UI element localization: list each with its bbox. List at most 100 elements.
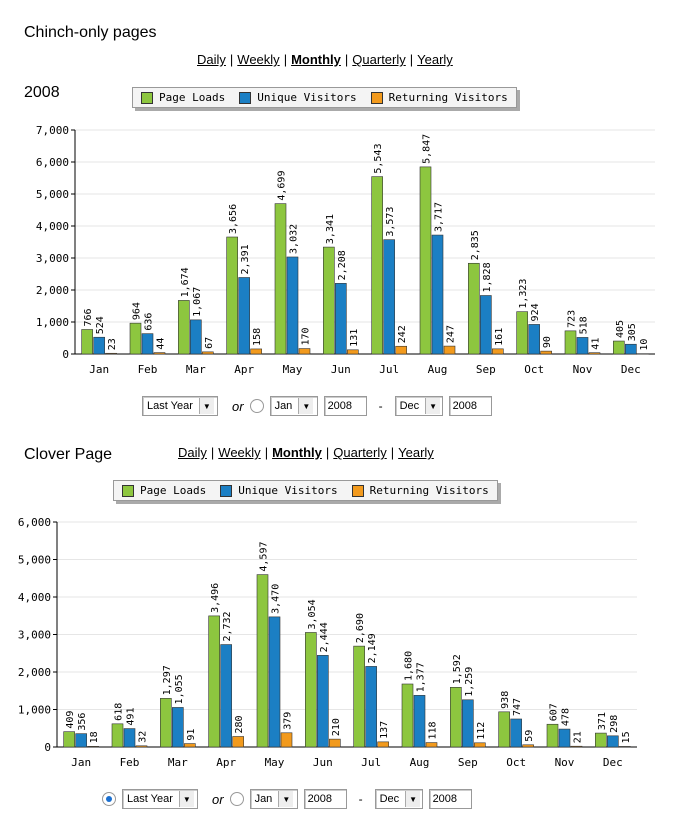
data-label-returning-visitors-oct: 90 [542, 336, 553, 348]
bar-unique-visitors-dec [607, 735, 619, 748]
bar-unique-visitors-apr [220, 644, 232, 748]
data-label-unique-visitors-jul: 2,149 [367, 633, 378, 663]
bar-page-loads-aug [401, 683, 414, 748]
bar-returning-visitors-sep [492, 348, 504, 355]
x-tick-label: Jul [379, 363, 399, 376]
bar-page-loads-feb [129, 322, 142, 355]
y-tick-label: 1,000 [18, 704, 51, 717]
dash-1: - [378, 399, 383, 413]
range-select-1[interactable]: Last Year ▼ [142, 396, 218, 416]
data-label-unique-visitors-jun: 2,444 [319, 622, 330, 652]
bar-returning-visitors-nov [570, 745, 583, 748]
bar-returning-visitors-mar [202, 351, 214, 355]
y-tick-label: 1,000 [36, 316, 69, 329]
bar-unique-visitors-apr [238, 277, 250, 355]
data-label-returning-visitors-may: 379 [283, 712, 294, 730]
bar-page-loads-nov [546, 723, 559, 748]
y-tick-label: 3,000 [36, 252, 69, 265]
period-yearly-2[interactable]: Yearly [398, 445, 434, 460]
or-label-2: or [212, 791, 224, 807]
data-label-returning-visitors-nov: 21 [573, 731, 584, 743]
preset-range-radio-2[interactable] [102, 792, 116, 806]
period-daily-1[interactable]: Daily [197, 52, 226, 67]
bar-unique-visitors-jan [93, 336, 105, 355]
x-tick-label: Mar [168, 756, 188, 769]
to-month-select-1[interactable]: Dec ▼ [394, 396, 443, 416]
from-month-select-2[interactable]: Jan ▼ [249, 789, 298, 809]
bar-page-loads-jun [323, 246, 335, 355]
data-label-unique-visitors-jan: 524 [95, 316, 106, 334]
period-monthly-1[interactable]: Monthly [291, 52, 341, 67]
x-tick-label: May [283, 363, 303, 376]
bar-page-loads-apr [208, 615, 220, 748]
period-weekly-1[interactable]: Weekly [237, 52, 280, 67]
data-label-page-loads-sep: 1,592 [452, 654, 463, 684]
y-tick-label: 6,000 [18, 516, 51, 529]
data-label-page-loads-dec: 371 [597, 712, 608, 730]
bar-unique-visitors-mar [190, 319, 202, 355]
bar-unique-visitors-sep [480, 295, 492, 355]
y-tick-label: 0 [62, 348, 69, 361]
bar-unique-visitors-feb [123, 728, 136, 748]
data-label-returning-visitors-mar: 67 [204, 337, 215, 349]
data-label-page-loads-sep: 2,835 [470, 230, 481, 260]
chevron-down-icon: ▼ [198, 398, 214, 414]
bar-unique-visitors-dec [625, 343, 637, 355]
y-tick-label: 7,000 [36, 124, 69, 137]
custom-range-radio-1[interactable] [249, 399, 264, 413]
bar-unique-visitors-nov [558, 728, 571, 748]
data-label-page-loads-aug: 5,847 [422, 134, 433, 164]
y-tick-label: 2,000 [36, 284, 69, 297]
bar-unique-visitors-may [268, 616, 281, 748]
period-yearly-1[interactable]: Yearly [417, 52, 453, 67]
period-quarterly-1[interactable]: Quarterly [352, 52, 406, 67]
bar-returning-visitors-dec [619, 746, 631, 748]
legend-swatch-page-loads [141, 91, 153, 104]
custom-range-radio-2[interactable] [229, 792, 244, 806]
bar-returning-visitors-mar [184, 743, 196, 748]
period-quarterly-2[interactable]: Quarterly [333, 445, 387, 460]
data-label-unique-visitors-may: 3,470 [271, 584, 282, 614]
to-year-input-1[interactable]: 2008 [448, 396, 492, 416]
legend-unique-visitors: Unique Visitors [238, 484, 338, 497]
bar-page-loads-sep [468, 262, 480, 355]
to-year-input-2[interactable]: 2008 [428, 789, 472, 809]
from-month-select-1[interactable]: Jan ▼ [269, 396, 318, 416]
bar-unique-visitors-jun [335, 283, 347, 355]
bar-unique-visitors-jan [75, 733, 87, 748]
legend-swatch-unique [239, 91, 252, 104]
data-label-page-loads-feb: 618 [114, 703, 125, 721]
period-daily-2[interactable]: Daily [178, 445, 207, 460]
period-weekly-2[interactable]: Weekly [218, 445, 261, 460]
bar-returning-visitors-jan [105, 352, 117, 355]
period-selector-1: Daily | Weekly | Monthly | Quarterly | Yearly [197, 52, 453, 67]
chevron-down-icon: ▼ [298, 398, 314, 414]
data-label-returning-visitors-sep: 161 [494, 328, 505, 346]
bar-page-loads-jul [353, 645, 365, 748]
to-month-select-2[interactable]: Dec ▼ [374, 789, 423, 809]
chart2-controls: Last Year ▼ or Jan ▼ 2008 - Dec ▼ 2008 [102, 789, 472, 809]
range-select-2[interactable]: Last Year ▼ [122, 789, 198, 809]
data-label-returning-visitors-oct: 59 [524, 730, 535, 742]
bar-returning-visitors-oct [522, 744, 534, 748]
from-year-input-2[interactable]: 2008 [303, 789, 347, 809]
data-label-returning-visitors-dec: 10 [639, 339, 650, 351]
bar-returning-visitors-oct [540, 350, 552, 355]
data-label-unique-visitors-may: 3,032 [289, 224, 300, 254]
bar-returning-visitors-may [298, 348, 311, 355]
period-monthly-2[interactable]: Monthly [272, 445, 322, 460]
y-tick-label: 6,000 [36, 156, 69, 169]
y-tick-label: 5,000 [36, 188, 69, 201]
bar-page-loads-jun [305, 632, 317, 748]
from-year-input-1[interactable]: 2008 [323, 396, 367, 416]
data-label-unique-visitors-jan: 356 [77, 713, 88, 731]
bar-returning-visitors-nov [588, 352, 601, 355]
data-label-returning-visitors-sep: 112 [476, 722, 487, 740]
data-label-returning-visitors-jun: 131 [349, 329, 360, 347]
bar-returning-visitors-sep [474, 742, 486, 748]
legend-page-loads: Page Loads [159, 91, 226, 104]
data-label-returning-visitors-nov: 41 [591, 338, 602, 350]
x-tick-label: Sep [476, 363, 496, 376]
data-label-unique-visitors-apr: 2,732 [222, 611, 233, 641]
